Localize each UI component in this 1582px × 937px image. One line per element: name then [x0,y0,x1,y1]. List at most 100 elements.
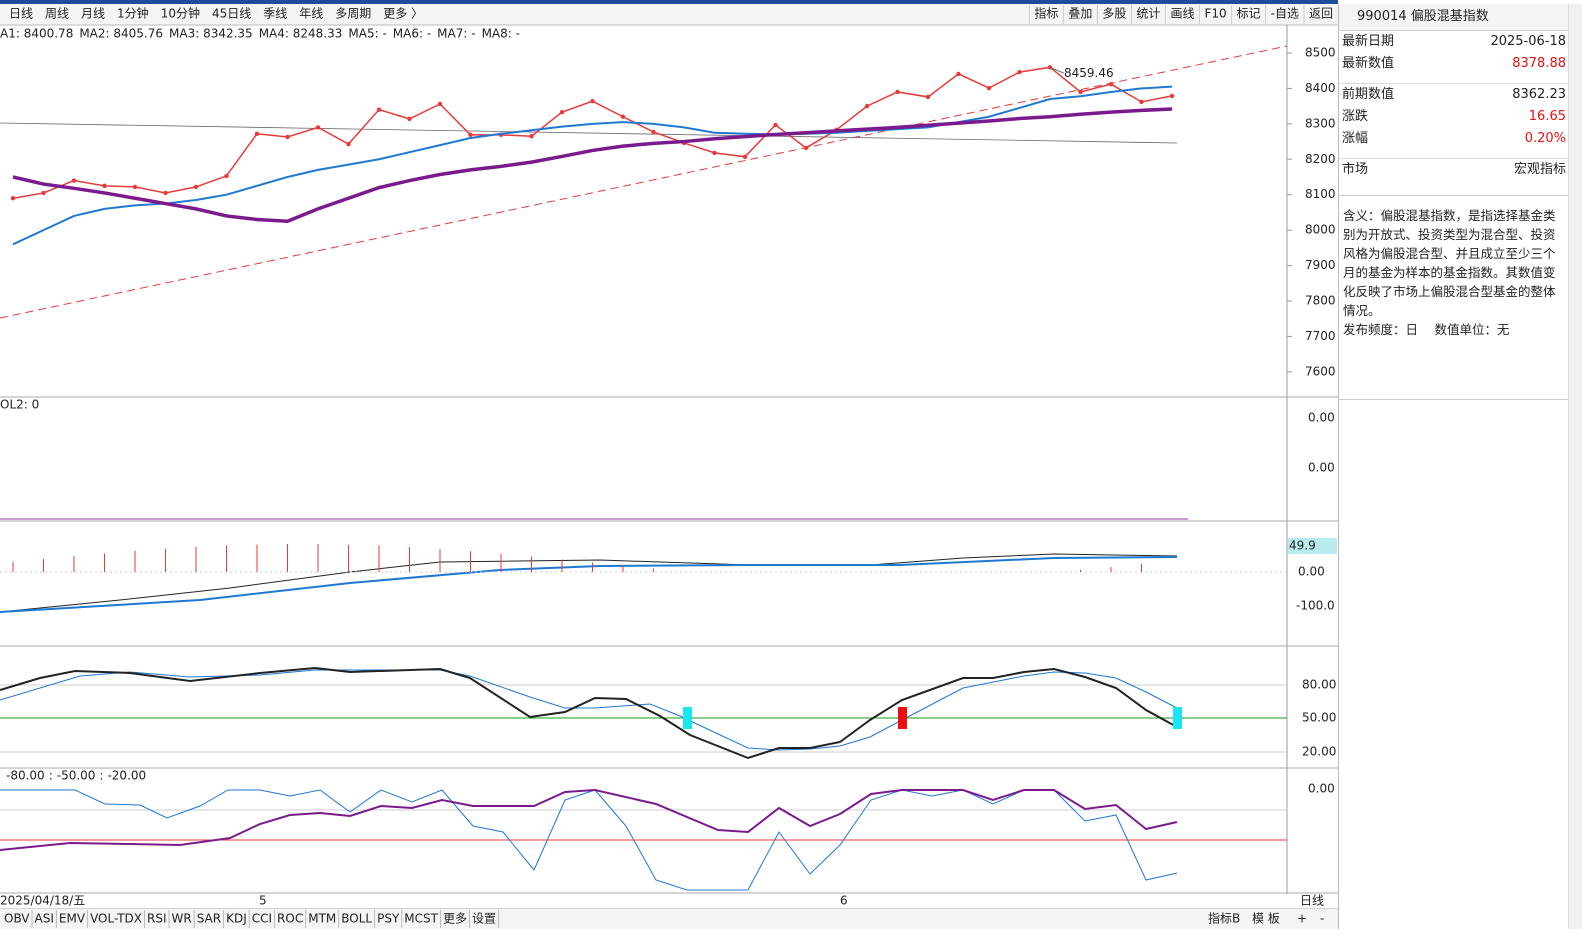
y-tick-label: 8100 [1305,187,1336,201]
period-tab[interactable]: 更多 〉 [383,7,423,21]
indicator-tab[interactable]: KDJ [226,912,247,926]
kdj-tick: 50.00 [1302,711,1336,725]
period-tab[interactable]: 45日线 [212,7,251,21]
info-label: 涨幅 [1342,131,1369,146]
close-dot [956,71,961,77]
tab-right[interactable]: + [1297,912,1307,926]
info-row: 前期数值 8362.23 [1339,83,1569,106]
close-dot [620,114,626,119]
ma-legend: MA7: - [437,27,475,41]
period-tab[interactable]: 1分钟 [117,6,149,21]
tab-right[interactable]: - [1320,912,1324,926]
indicator-tab[interactable]: VOL-TDX [90,912,142,926]
info-value: 16.65 [1528,109,1566,124]
close-dot [925,94,931,100]
wr-label: -20.00 [107,769,146,783]
close-dot [315,125,321,130]
indicator-tab[interactable]: MCST [404,912,438,926]
close-dot [41,190,46,196]
date-start: 2025/04/18/五 [0,894,85,908]
y-tick-label: 8400 [1305,81,1336,95]
info-panel: 990014 偏股混基指数 最新日期 2025-06-18 最新数值 8378.88 前… [1338,4,1569,929]
tab-row [0,909,1338,929]
close-dot [407,116,412,122]
indicator-tab[interactable]: 设置 [472,912,496,926]
close-dot [895,89,900,95]
info-freq: 发布频度：日 数值单位：无 [1343,322,1510,337]
close-dot [10,196,16,201]
indicator-tab[interactable]: SAR [197,912,221,926]
annotation: 8459.46 [1064,66,1114,80]
info-row: 涨幅 0.20% [1339,128,1569,150]
indicator-tab[interactable]: OBV [4,912,30,926]
close-dot [102,183,107,189]
macd-tick: 0.00 [1298,565,1325,579]
tool-button[interactable]: -自选 [1271,7,1299,21]
tool-button[interactable]: 标记 [1237,7,1261,21]
tool-button[interactable]: F10 [1204,7,1226,21]
y-tick-label: 7800 [1305,293,1336,307]
indicator-tab[interactable]: ROC [277,912,303,926]
info-row: 最新数值 8378.88 [1339,53,1569,75]
tool-button[interactable]: 叠加 [1068,7,1092,21]
vol-tick: 0.00 [1308,461,1335,475]
info-label: 涨跌 [1342,109,1369,124]
ma-legend: MA2: 8405.76 [79,27,163,41]
close-dot [132,184,138,190]
indicator-tab[interactable]: BOLL [341,912,372,926]
wr-label: : [49,769,53,783]
indicator-tab[interactable]: WR [172,912,192,926]
info-label: 最新日期 [1342,34,1395,49]
date-month: 6 [840,894,848,908]
period-tab[interactable]: 年线 [299,7,323,21]
close-dot [559,109,565,115]
indicator-tab[interactable]: CCI [252,912,272,926]
info-row: 最新日期 2025-06-18 [1339,31,1569,53]
ma-legend: A1: 8400.78 [0,27,73,41]
close-dot [1108,81,1114,87]
tool-button[interactable]: 画线 [1170,7,1194,21]
close-dot [193,184,199,190]
close-dot [1078,89,1083,95]
period-tab[interactable]: 日线 [9,7,33,21]
period-tab[interactable]: 10分钟 [161,6,200,21]
tool-button[interactable]: 返回 [1309,7,1333,21]
indicator-lines [0,553,1287,891]
scrollbar[interactable] [1568,4,1582,929]
info-row: 市场 宏观指标 [1339,158,1569,181]
ma-legend: MA4: 8248.33 [259,27,343,41]
close-dot [986,85,992,91]
close-dot [651,129,656,135]
ma-legend: MA6: - [393,27,431,41]
wr-label: -80.00 [6,769,45,783]
kdj-tick: 80.00 [1302,678,1336,692]
close-dot [224,173,229,179]
indicator-tab[interactable]: 更多 [443,912,467,926]
macd-box-bg [1288,538,1337,554]
tool-button[interactable]: 多股 [1102,7,1126,21]
tab-right[interactable]: 指标B [1208,911,1240,926]
period-tab[interactable]: 多周期 [335,7,371,21]
period-tab[interactable]: 月线 [81,7,105,21]
close-dot [1169,93,1175,99]
ma-legend: MA5: - [348,27,386,41]
y-tick-label: 8500 [1305,45,1336,59]
tool-button[interactable]: 统计 [1136,7,1160,21]
indicator-tab[interactable]: RSI [147,912,167,926]
tool-button[interactable]: 指标 [1034,6,1058,21]
tab-right[interactable]: 模 板 [1252,912,1280,926]
date-row [0,894,1338,908]
indicator-tab[interactable]: PSY [377,912,400,926]
info-label: 前期数值 [1342,87,1395,102]
indicator-tab[interactable]: EMV [59,912,86,926]
info-title: 990014 偏股混基指数 [1339,4,1569,31]
period-tab[interactable]: 周线 [45,7,69,21]
close-dot [285,134,290,140]
info-value: 2025-06-18 [1490,34,1566,49]
indicator-tab[interactable]: ASI [35,912,54,926]
period-tab[interactable]: 季线 [263,7,287,21]
close-dot [163,190,168,196]
indicator-tab[interactable]: MTM [308,912,336,926]
